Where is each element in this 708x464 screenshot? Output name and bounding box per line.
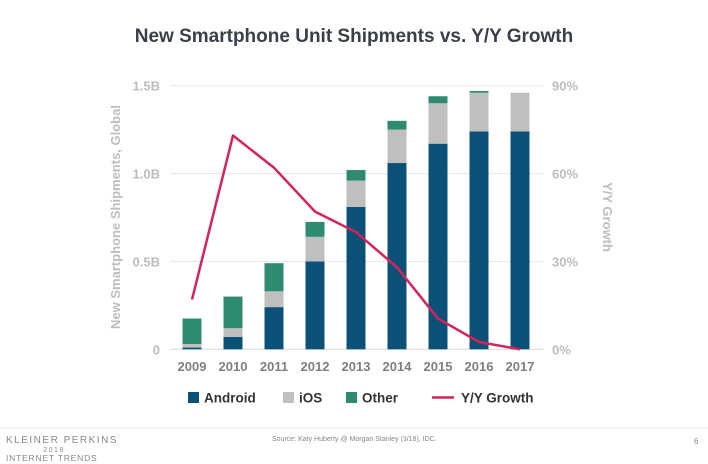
y-tick-label: 0 (153, 342, 160, 357)
bar-other-2011 (264, 263, 284, 292)
brand-line3: INTERNET TRENDS (6, 453, 98, 463)
y2-tick-label: 0% (552, 342, 571, 357)
y2-tick-label: 90% (552, 79, 578, 94)
bar-android-2009 (182, 347, 202, 350)
legend-swatch-android (188, 392, 199, 403)
bar-ios-2017 (510, 92, 530, 132)
bar-android-2013 (346, 206, 366, 350)
legend-swatch-other (346, 392, 357, 403)
legend-label: Android (204, 391, 256, 406)
chart-title: New Smartphone Unit Shipments vs. Y/Y Gr… (135, 26, 573, 47)
x-tick-label: 2011 (260, 359, 288, 374)
bar-ios-2011 (264, 291, 284, 308)
y-tick-label: 0.5B (133, 254, 160, 269)
legend-label: iOS (299, 391, 322, 406)
y-tick-label: 1.5B (133, 79, 160, 94)
bar-other-2015 (428, 96, 448, 104)
bar-android-2016 (469, 131, 489, 350)
legend-label: Y/Y Growth (461, 391, 534, 406)
bar-ios-2015 (428, 103, 448, 144)
legend-swatch-ios (283, 392, 294, 403)
x-tick-label: 2017 (506, 359, 535, 374)
bar-ios-2013 (346, 180, 366, 207)
bar-ios-2016 (469, 92, 489, 132)
bar-ios-2012 (305, 236, 325, 262)
x-tick-label: 2012 (301, 359, 330, 374)
bar-android-2015 (428, 143, 448, 350)
y-axis-label: New Smartphone Shipments, Global (108, 105, 123, 329)
x-tick-label: 2009 (178, 359, 207, 374)
y2-tick-label: 60% (552, 167, 578, 182)
bar-other-2016 (469, 90, 489, 93)
page-number: 6 (694, 437, 699, 446)
bar-android-2017 (510, 131, 530, 350)
bar-other-2013 (346, 170, 366, 181)
bar-android-2011 (264, 307, 284, 350)
x-tick-label: 2013 (342, 359, 371, 374)
source-note: Source: Katy Huberty @ Morgan Stanley (3… (272, 436, 437, 443)
bar-other-2012 (305, 221, 325, 237)
legend-label: Other (362, 391, 399, 406)
x-tick-label: 2015 (424, 359, 453, 374)
bar-android-2012 (305, 261, 325, 350)
bar-other-2014 (387, 120, 407, 130)
y2-axis-label: Y/Y Growth (600, 182, 615, 252)
brand-line1: KLEINER PERKINS (6, 435, 118, 446)
y2-tick-label: 30% (552, 254, 578, 269)
bar-other-2009 (182, 318, 202, 345)
x-tick-label: 2014 (383, 359, 413, 374)
y-tick-label: 1.0B (133, 167, 160, 182)
bar-ios-2010 (223, 328, 243, 337)
bar-other-2010 (223, 296, 243, 329)
bar-android-2010 (223, 336, 243, 350)
bar-ios-2014 (387, 129, 407, 164)
bar-ios-2009 (182, 344, 202, 348)
bar-android-2014 (387, 163, 407, 350)
x-tick-label: 2016 (465, 359, 494, 374)
x-tick-label: 2010 (219, 359, 248, 374)
brand-line2: 2018 (43, 447, 65, 454)
